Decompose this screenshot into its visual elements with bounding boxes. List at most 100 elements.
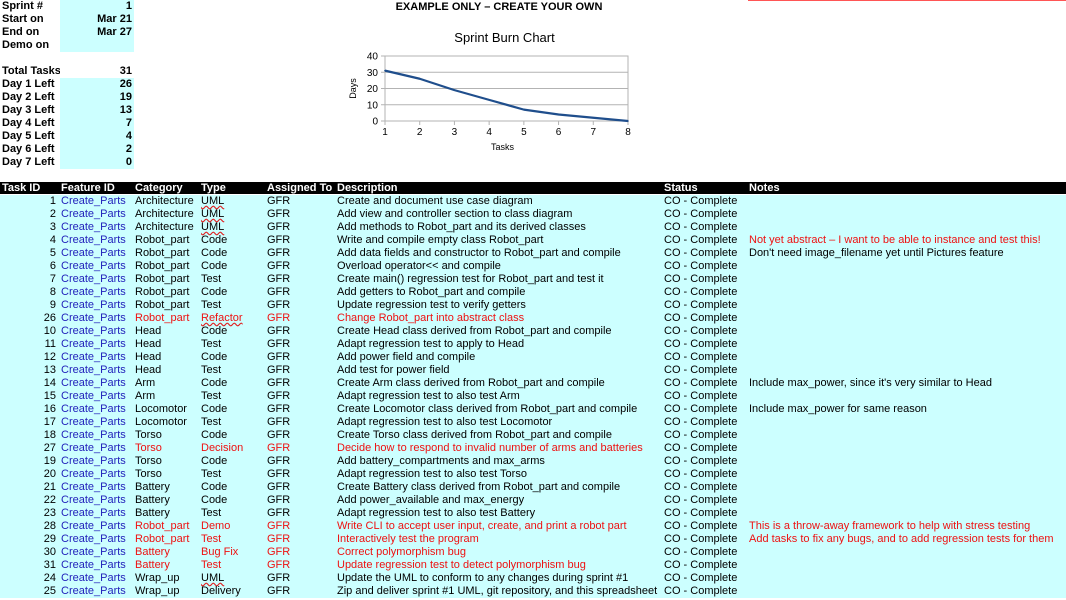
type-cell[interactable]: Code — [201, 481, 228, 493]
feature-id-cell[interactable]: Create_Parts — [61, 195, 126, 207]
sprint-number-cell[interactable]: 1 — [60, 0, 134, 13]
description-cell[interactable]: Update the UML to conform to any changes… — [337, 572, 629, 584]
type-cell[interactable]: Test — [201, 338, 222, 350]
feature-id-cell[interactable]: Create_Parts — [61, 338, 126, 350]
task-id-cell[interactable]: 19 — [43, 455, 56, 467]
task-id-cell[interactable]: 6 — [49, 260, 56, 272]
feature-id-cell[interactable]: Create_Parts — [61, 377, 126, 389]
assigned-to-cell[interactable]: GFR — [267, 325, 291, 337]
status-cell[interactable]: CO - Complete — [664, 364, 738, 376]
task-id-cell[interactable]: 3 — [49, 221, 56, 233]
total-tasks-cell[interactable]: 31 — [119, 65, 132, 77]
status-cell[interactable]: CO - Complete — [664, 338, 738, 350]
notes-cell[interactable]: Include max_power for same reason — [749, 403, 927, 415]
feature-id-cell[interactable]: Create_Parts — [61, 273, 126, 285]
day-left-cell[interactable]: 26 — [60, 78, 134, 91]
header-category[interactable]: Category — [135, 182, 183, 194]
category-cell[interactable]: Robot_part — [135, 247, 190, 259]
assigned-to-cell[interactable]: GFR — [267, 507, 291, 519]
feature-id-cell[interactable]: Create_Parts — [61, 442, 126, 454]
type-cell[interactable]: Delivery — [201, 585, 241, 597]
category-cell[interactable]: Robot_part — [135, 234, 190, 246]
status-cell[interactable]: CO - Complete — [664, 481, 738, 493]
status-cell[interactable]: CO - Complete — [664, 442, 738, 454]
assigned-to-cell[interactable]: GFR — [267, 377, 291, 389]
task-id-cell[interactable]: 22 — [43, 494, 56, 506]
assigned-to-cell[interactable]: GFR — [267, 364, 291, 376]
status-cell[interactable]: CO - Complete — [664, 416, 738, 428]
type-cell[interactable]: Decision — [201, 442, 244, 454]
type-cell[interactable]: Test — [201, 390, 222, 402]
assigned-to-cell[interactable]: GFR — [267, 351, 291, 363]
type-cell[interactable]: Code — [201, 403, 228, 415]
status-cell[interactable]: CO - Complete — [664, 533, 738, 545]
status-cell[interactable]: CO - Complete — [664, 520, 738, 532]
type-cell[interactable]: UML — [201, 208, 225, 220]
description-cell[interactable]: Add view and controller section to class… — [337, 208, 573, 220]
description-cell[interactable]: Create main() regression test for Robot_… — [337, 273, 604, 285]
day-left-cell[interactable]: 13 — [60, 104, 134, 117]
type-cell[interactable]: Code — [201, 247, 228, 259]
description-cell[interactable]: Zip and deliver sprint #1 UML, git repos… — [337, 585, 658, 597]
status-cell[interactable]: CO - Complete — [664, 507, 738, 519]
task-id-cell[interactable]: 31 — [43, 559, 56, 571]
task-id-cell[interactable]: 26 — [43, 312, 56, 324]
type-cell[interactable]: Code — [201, 429, 228, 441]
demo-on-cell[interactable] — [60, 39, 134, 52]
feature-id-cell[interactable]: Create_Parts — [61, 481, 126, 493]
feature-id-cell[interactable]: Create_Parts — [61, 312, 126, 324]
assigned-to-cell[interactable]: GFR — [267, 390, 291, 402]
notes-cell[interactable]: Add tasks to fix any bugs, and to add re… — [749, 533, 1054, 545]
description-cell[interactable]: Create and document use case diagram — [337, 195, 533, 207]
category-cell[interactable]: Torso — [135, 468, 162, 480]
task-id-cell[interactable]: 24 — [43, 572, 56, 584]
header-assigned-to[interactable]: Assigned To — [267, 182, 333, 194]
feature-id-cell[interactable]: Create_Parts — [61, 416, 126, 428]
type-cell[interactable]: Code — [201, 260, 228, 272]
description-cell[interactable]: Create Battery class derived from Robot_… — [337, 481, 621, 493]
notes-cell[interactable]: This is a throw-away framework to help w… — [749, 520, 1031, 532]
task-id-cell[interactable]: 20 — [43, 468, 56, 480]
task-id-cell[interactable]: 14 — [43, 377, 56, 389]
task-id-cell[interactable]: 21 — [43, 481, 56, 493]
description-cell[interactable]: Change Robot_part into abstract class — [337, 312, 525, 324]
assigned-to-cell[interactable]: GFR — [267, 234, 291, 246]
category-cell[interactable]: Robot_part — [135, 520, 190, 532]
status-cell[interactable]: CO - Complete — [664, 494, 738, 506]
category-cell[interactable]: Robot_part — [135, 273, 190, 285]
task-id-cell[interactable]: 5 — [49, 247, 56, 259]
header-status[interactable]: Status — [664, 182, 698, 194]
feature-id-cell[interactable]: Create_Parts — [61, 403, 126, 415]
assigned-to-cell[interactable]: GFR — [267, 481, 291, 493]
start-on-cell[interactable]: Mar 21 — [60, 13, 134, 26]
header-feature-id[interactable]: Feature ID — [61, 182, 115, 194]
status-cell[interactable]: CO - Complete — [664, 195, 738, 207]
category-cell[interactable]: Head — [135, 364, 162, 376]
feature-id-cell[interactable]: Create_Parts — [61, 520, 126, 532]
header-notes[interactable]: Notes — [749, 182, 780, 194]
status-cell[interactable]: CO - Complete — [664, 351, 738, 363]
status-cell[interactable]: CO - Complete — [664, 260, 738, 272]
assigned-to-cell[interactable]: GFR — [267, 273, 291, 285]
description-cell[interactable]: Create Torso class derived from Robot_pa… — [337, 429, 612, 441]
task-id-cell[interactable]: 15 — [43, 390, 56, 402]
assigned-to-cell[interactable]: GFR — [267, 260, 291, 272]
category-cell[interactable]: Architecture — [135, 221, 194, 233]
category-cell[interactable]: Locomotor — [135, 403, 187, 415]
category-cell[interactable]: Robot_part — [135, 533, 190, 545]
description-cell[interactable]: Overload operator<< and compile — [337, 260, 501, 272]
status-cell[interactable]: CO - Complete — [664, 377, 738, 389]
description-cell[interactable]: Write and compile empty class Robot_part — [337, 234, 544, 246]
task-id-cell[interactable]: 11 — [44, 338, 56, 350]
type-cell[interactable]: Test — [201, 416, 222, 428]
feature-id-cell[interactable]: Create_Parts — [61, 390, 126, 402]
header-description[interactable]: Description — [337, 182, 398, 194]
assigned-to-cell[interactable]: GFR — [267, 468, 291, 480]
type-cell[interactable]: Code — [201, 234, 228, 246]
end-on-cell[interactable]: Mar 27 — [60, 26, 134, 39]
assigned-to-cell[interactable]: GFR — [267, 585, 291, 597]
feature-id-cell[interactable]: Create_Parts — [61, 507, 126, 519]
assigned-to-cell[interactable]: GFR — [267, 559, 291, 571]
feature-id-cell[interactable]: Create_Parts — [61, 260, 126, 272]
description-cell[interactable]: Create Locomotor class derived from Robo… — [337, 403, 638, 415]
